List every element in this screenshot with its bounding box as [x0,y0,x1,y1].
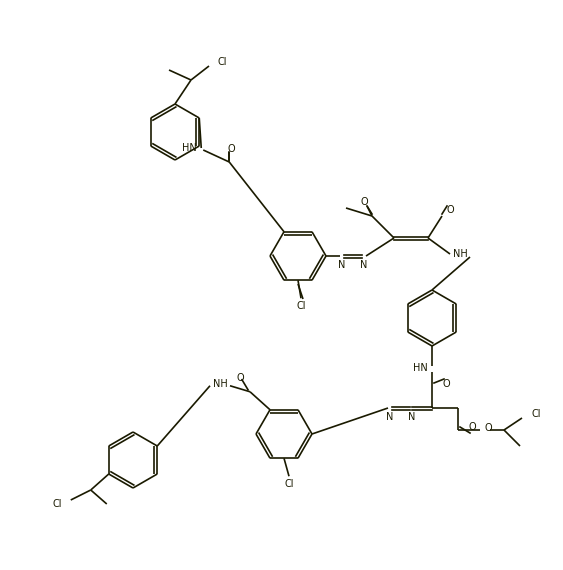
Text: O: O [484,423,492,433]
Text: Cl: Cl [531,409,540,419]
Text: N: N [408,412,415,422]
Text: N: N [386,412,394,422]
Text: Cl: Cl [284,479,294,489]
Text: N: N [360,260,368,270]
Text: NH: NH [213,378,227,389]
Text: Cl: Cl [52,499,62,509]
Text: O: O [360,197,368,207]
Text: HN: HN [182,143,196,153]
Text: O: O [468,422,476,432]
Text: Cl: Cl [218,57,227,67]
Text: O: O [446,205,454,215]
Text: Cl: Cl [296,302,306,311]
Text: O: O [442,379,450,389]
Text: N: N [338,260,346,270]
Text: O: O [227,144,235,154]
Text: NH: NH [453,249,467,259]
Text: O: O [236,373,244,382]
Text: HN: HN [413,363,427,373]
